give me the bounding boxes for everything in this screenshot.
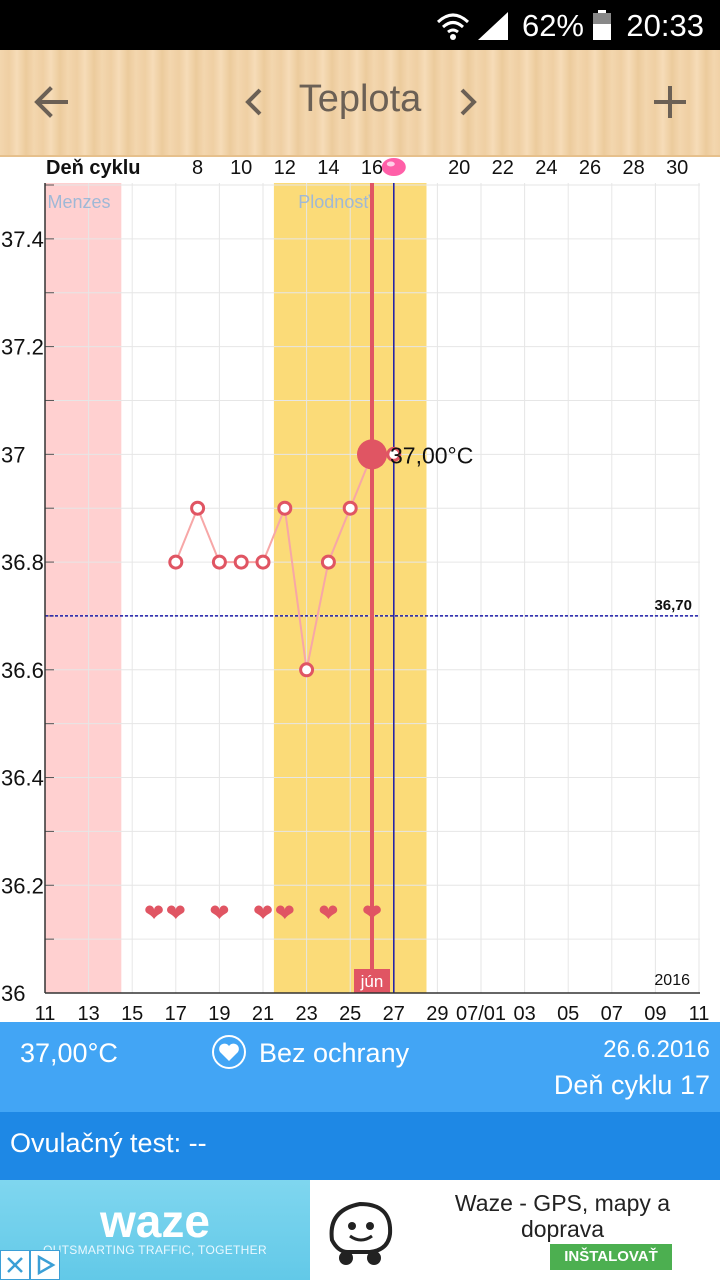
ad-tagline: OUTSMARTING TRAFFIC, TOGETHER <box>43 1243 267 1257</box>
temperature-point <box>342 500 358 516</box>
ovulation-marker-shine <box>386 161 395 167</box>
ad-close-icon[interactable] <box>0 1250 30 1280</box>
heart-icon: ❤ <box>166 899 186 927</box>
adchoices-icon[interactable] <box>30 1250 60 1280</box>
x-tick-label: 29 <box>426 1003 448 1022</box>
ovulation-test-label: Ovulačný test: -- <box>10 1128 207 1158</box>
x-tick-label: 05 <box>557 1003 579 1022</box>
ovulation-marker <box>381 158 406 176</box>
x-tick-label: 15 <box>121 1003 143 1022</box>
y-tick-label: 36.6 <box>1 658 44 683</box>
heart-circle-icon <box>212 1035 246 1069</box>
top-tick-label: 28 <box>622 157 644 179</box>
temperature-point <box>190 500 206 516</box>
x-tick-label: 23 <box>295 1003 317 1022</box>
back-arrow-icon[interactable] <box>30 80 74 124</box>
cycle-day: Deň cyklu 17 <box>553 1070 710 1100</box>
x-tick-label: 21 <box>252 1003 274 1022</box>
selected-date: 26.6.2016 <box>603 1036 710 1063</box>
battery-icon <box>593 10 611 40</box>
temperature-point <box>233 554 249 570</box>
y-tick-label: 36.2 <box>1 873 44 898</box>
x-tick-label: 27 <box>383 1003 405 1022</box>
status-bar: 62% 20:33 <box>0 0 720 50</box>
top-tick-label: 24 <box>535 157 557 179</box>
period-band <box>45 183 122 993</box>
protection-status: Bez ochrany <box>259 1038 410 1068</box>
battery-percent: 62% <box>521 8 584 43</box>
page-title: Teplota <box>298 78 422 120</box>
temperature-point <box>211 554 227 570</box>
ovulation-test-row[interactable]: Ovulačný test: -- <box>0 1112 720 1180</box>
y-tick-label: 37.2 <box>1 335 44 360</box>
top-tick-label: 26 <box>579 157 601 179</box>
previous-chevron-icon[interactable] <box>234 80 278 124</box>
top-tick-label: 30 <box>666 157 688 179</box>
top-tick-label: 22 <box>492 157 514 179</box>
x-tick-label: 13 <box>77 1003 99 1022</box>
period-label: Plodnosť <box>298 192 370 212</box>
info-bar[interactable]: 37,00°C Bez ochrany 26.6.2016 Deň cyklu … <box>0 1022 720 1112</box>
heart-icon: ❤ <box>318 899 338 927</box>
year-label: 2016 <box>654 972 690 989</box>
next-chevron-icon[interactable] <box>444 80 488 124</box>
x-tick-label: 03 <box>513 1003 535 1022</box>
signal-icon <box>478 12 508 40</box>
top-tick-label: 10 <box>230 157 252 179</box>
clock: 20:33 <box>626 8 704 43</box>
temperature-chart[interactable]: Menzes Plodnosť 36,70 37,00°C ❤ ❤ ❤ ❤ ❤ ❤ ❤ jún 2016… <box>0 155 720 1022</box>
selected-temperature-point <box>357 439 387 470</box>
x-tick-label: 07/01 <box>456 1003 506 1022</box>
heart-icon: ❤ <box>253 899 273 927</box>
x-tick-label: 19 <box>208 1003 230 1022</box>
waze-logo-icon[interactable] <box>310 1180 410 1280</box>
cover-line-label: 36,70 <box>654 597 692 614</box>
add-icon[interactable] <box>648 80 692 124</box>
top-tick-label: 20 <box>448 157 470 179</box>
x-tick-label: 25 <box>339 1003 361 1022</box>
temperature-point <box>386 446 402 462</box>
top-tick-label: 12 <box>274 157 296 179</box>
top-axis-label: Deň cyklu <box>46 157 140 179</box>
ad-brand: waze <box>100 1195 210 1247</box>
heart-icon: ❤ <box>275 899 295 927</box>
x-tick-label: 11 <box>689 1003 710 1022</box>
month-label-box <box>354 969 390 993</box>
y-tick-label: 37 <box>1 442 25 467</box>
temperature-point <box>168 554 184 570</box>
month-label: jún <box>360 972 384 991</box>
top-tick-label: 8 <box>192 157 203 179</box>
y-tick-label: 36.8 <box>1 550 44 575</box>
temperature-point <box>277 500 293 516</box>
x-tick-label: 17 <box>165 1003 187 1022</box>
heart-icon: ❤ <box>209 899 229 927</box>
top-tick-label: 16 <box>361 157 383 179</box>
install-button[interactable]: INŠTALOVAŤ <box>550 1244 672 1270</box>
x-tick-label: 11 <box>35 1003 56 1022</box>
top-tick-label: 14 <box>317 157 339 179</box>
temperature-point <box>255 554 271 570</box>
y-tick-label: 36 <box>1 981 25 1006</box>
y-tick-label: 36.4 <box>1 766 44 791</box>
temperature-point <box>299 662 315 678</box>
wifi-icon <box>436 13 470 40</box>
x-tick-label: 09 <box>644 1003 666 1022</box>
selected-value-label: 37,00°C <box>390 442 473 468</box>
ad-app-name: Waze - GPS, mapy a doprava <box>454 1190 671 1242</box>
heart-icon: ❤ <box>362 899 382 927</box>
selected-temperature: 37,00°C <box>20 1038 118 1068</box>
heart-icon: ❤ <box>144 899 164 927</box>
x-tick-label: 07 <box>601 1003 623 1022</box>
y-tick-label: 37.4 <box>1 227 44 252</box>
app-toolbar: Teplota <box>0 50 720 157</box>
temperature-point <box>320 554 336 570</box>
ad-banner[interactable]: waze OUTSMARTING TRAFFIC, TOGETHER Waze … <box>0 1180 720 1280</box>
period-label: Menzes <box>47 192 110 212</box>
